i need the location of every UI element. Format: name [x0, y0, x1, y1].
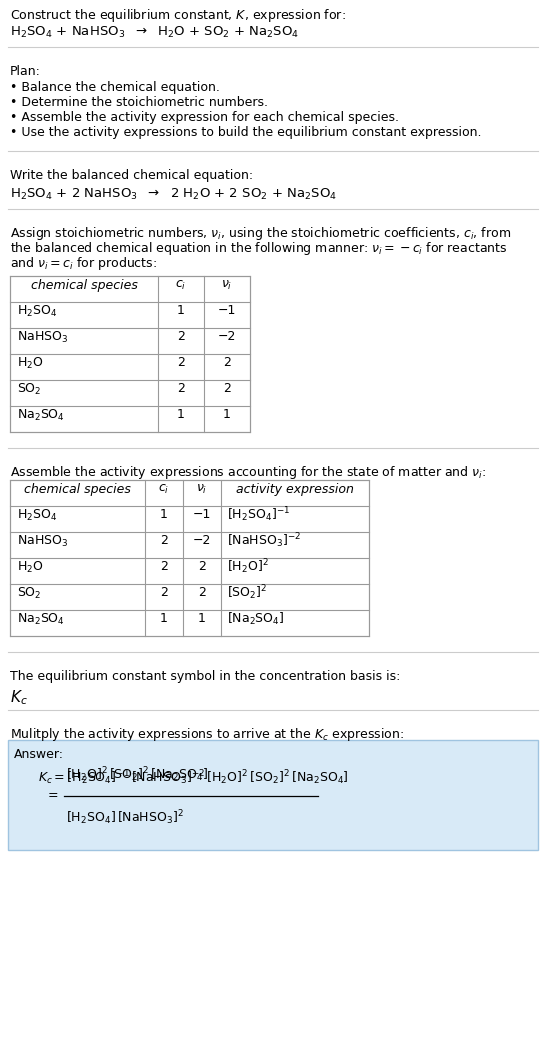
Text: $[\mathrm{NaHSO_3}]^{-2}$: $[\mathrm{NaHSO_3}]^{-2}$	[227, 532, 301, 551]
Text: Assign stoichiometric numbers, $\nu_i$, using the stoichiometric coefficients, $: Assign stoichiometric numbers, $\nu_i$, …	[10, 225, 511, 242]
Text: $\mathrm{Na_2SO_4}$: $\mathrm{Na_2SO_4}$	[17, 408, 65, 423]
Text: 2: 2	[223, 383, 231, 395]
Text: 2: 2	[160, 560, 168, 574]
Text: $\nu_i$: $\nu_i$	[197, 482, 207, 496]
FancyBboxPatch shape	[8, 740, 538, 850]
Text: −1: −1	[193, 509, 211, 521]
Text: • Balance the chemical equation.: • Balance the chemical equation.	[10, 81, 220, 94]
Text: chemical species: chemical species	[24, 482, 131, 495]
Text: $\mathrm{NaHSO_3}$: $\mathrm{NaHSO_3}$	[17, 329, 68, 345]
Text: Write the balanced chemical equation:: Write the balanced chemical equation:	[10, 169, 253, 182]
Text: $[\mathrm{H_2O}]^{2}$: $[\mathrm{H_2O}]^{2}$	[227, 558, 269, 576]
Text: $\mathrm{H_2O}$: $\mathrm{H_2O}$	[17, 559, 44, 575]
Text: $[\mathrm{H_2SO_4}]^{-1}$: $[\mathrm{H_2SO_4}]^{-1}$	[227, 506, 290, 524]
Text: 1: 1	[160, 613, 168, 625]
Text: 2: 2	[198, 560, 206, 574]
Text: $K_c$: $K_c$	[10, 688, 28, 706]
Text: Assemble the activity expressions accounting for the state of matter and $\nu_i$: Assemble the activity expressions accoun…	[10, 463, 486, 481]
Text: $\mathrm{Na_2SO_4}$: $\mathrm{Na_2SO_4}$	[17, 612, 65, 626]
Text: $\mathrm{SO_2}$: $\mathrm{SO_2}$	[17, 382, 41, 396]
Bar	[10, 276, 250, 432]
Text: $\mathrm{H_2SO_4}$ + 2 $\mathrm{NaHSO_3}$  $\rightarrow$  2 $\mathrm{H_2O}$ + 2 : $\mathrm{H_2SO_4}$ + 2 $\mathrm{NaHSO_3}…	[10, 187, 337, 202]
Text: $[\mathrm{H_2SO_4}]\,[\mathrm{NaHSO_3}]^2$: $[\mathrm{H_2SO_4}]\,[\mathrm{NaHSO_3}]^…	[66, 808, 184, 827]
Text: $\nu_i$: $\nu_i$	[221, 279, 233, 291]
Text: −2: −2	[218, 330, 236, 344]
Text: 2: 2	[177, 330, 185, 344]
Text: 1: 1	[160, 509, 168, 521]
Text: $\mathrm{NaHSO_3}$: $\mathrm{NaHSO_3}$	[17, 534, 68, 549]
Text: • Determine the stoichiometric numbers.: • Determine the stoichiometric numbers.	[10, 96, 268, 109]
Text: chemical species: chemical species	[31, 279, 138, 291]
Text: $c_i$: $c_i$	[175, 279, 187, 291]
Text: $\mathrm{H_2SO_4}$: $\mathrm{H_2SO_4}$	[17, 508, 57, 522]
Text: =: =	[48, 789, 58, 803]
Text: 1: 1	[177, 409, 185, 421]
Text: 2: 2	[160, 586, 168, 599]
Text: Answer:: Answer:	[14, 748, 64, 761]
Text: $[\mathrm{SO_2}]^{2}$: $[\mathrm{SO_2}]^{2}$	[227, 583, 268, 602]
Text: Construct the equilibrium constant, $K$, expression for:: Construct the equilibrium constant, $K$,…	[10, 7, 346, 24]
Text: The equilibrium constant symbol in the concentration basis is:: The equilibrium constant symbol in the c…	[10, 669, 400, 683]
Text: Plan:: Plan:	[10, 65, 41, 78]
Text: −1: −1	[218, 305, 236, 317]
Text: 2: 2	[177, 383, 185, 395]
Text: $\mathrm{H_2SO_4}$: $\mathrm{H_2SO_4}$	[17, 304, 57, 318]
Text: activity expression: activity expression	[236, 482, 354, 495]
Text: 2: 2	[160, 535, 168, 548]
Text: the balanced chemical equation in the following manner: $\nu_i = -c_i$ for react: the balanced chemical equation in the fo…	[10, 240, 507, 257]
Text: Mulitply the activity expressions to arrive at the $K_c$ expression:: Mulitply the activity expressions to arr…	[10, 726, 404, 743]
Text: $\mathrm{H_2SO_4}$ + $\mathrm{NaHSO_3}$  $\rightarrow$  $\mathrm{H_2O}$ + $\math: $\mathrm{H_2SO_4}$ + $\mathrm{NaHSO_3}$ …	[10, 25, 299, 40]
Text: 2: 2	[223, 356, 231, 370]
Text: • Use the activity expressions to build the equilibrium constant expression.: • Use the activity expressions to build …	[10, 126, 482, 139]
Text: 1: 1	[177, 305, 185, 317]
Text: and $\nu_i = c_i$ for products:: and $\nu_i = c_i$ for products:	[10, 255, 157, 272]
Text: $\mathrm{SO_2}$: $\mathrm{SO_2}$	[17, 585, 41, 600]
Text: • Assemble the activity expression for each chemical species.: • Assemble the activity expression for e…	[10, 111, 399, 124]
Text: −2: −2	[193, 535, 211, 548]
Text: $[\mathrm{H_2O}]^2\,[\mathrm{SO_2}]^2\,[\mathrm{Na_2SO_4}]$: $[\mathrm{H_2O}]^2\,[\mathrm{SO_2}]^2\,[…	[66, 765, 208, 784]
Text: $\mathrm{H_2O}$: $\mathrm{H_2O}$	[17, 355, 44, 371]
Text: 1: 1	[198, 613, 206, 625]
Text: 2: 2	[198, 586, 206, 599]
Text: $c_i$: $c_i$	[158, 482, 170, 496]
Text: $[\mathrm{Na_2SO_4}]$: $[\mathrm{Na_2SO_4}]$	[227, 611, 284, 627]
Text: 2: 2	[177, 356, 185, 370]
Text: $K_c = [\mathrm{H_2SO_4}]^{-1}\,[\mathrm{NaHSO_3}]^{-2}\,[\mathrm{H_2O}]^2\,[\ma: $K_c = [\mathrm{H_2SO_4}]^{-1}\,[\mathrm…	[38, 768, 349, 787]
Bar	[10, 480, 369, 636]
Text: 1: 1	[223, 409, 231, 421]
